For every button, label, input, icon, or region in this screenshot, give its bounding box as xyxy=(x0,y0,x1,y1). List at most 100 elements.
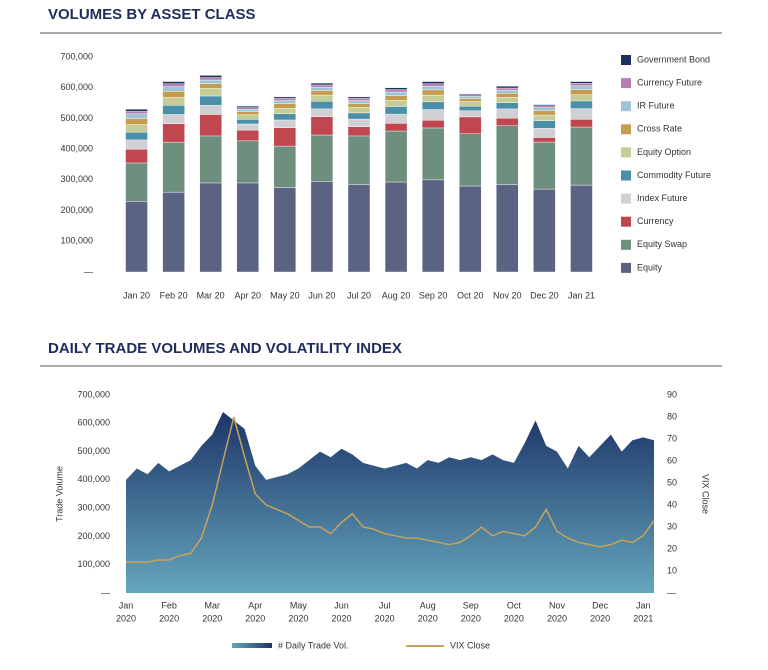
y-tick-label: 700,000 xyxy=(77,389,110,399)
x-tick-year: 2020 xyxy=(202,613,222,623)
bar-segment xyxy=(199,88,222,97)
bar-segment xyxy=(533,137,556,143)
bar-segment xyxy=(421,85,445,91)
bar-segment xyxy=(310,116,334,136)
bar-segment xyxy=(496,89,519,94)
bar-segment xyxy=(162,114,185,124)
bar-segment xyxy=(533,141,556,190)
bar-segment xyxy=(459,185,482,273)
x-tick-label: Apr 20 xyxy=(235,290,262,300)
bar-segment xyxy=(421,94,445,103)
bar-segment xyxy=(236,129,259,142)
legend-label: Index Future xyxy=(637,193,688,203)
legend-label: Equity xyxy=(637,262,663,272)
x-tick-label: Jan 20 xyxy=(123,290,150,300)
legend-swatch xyxy=(621,216,631,227)
bar-segment xyxy=(347,103,371,108)
y-tick-label: 600,000 xyxy=(60,82,93,92)
legend-swatch xyxy=(621,78,631,89)
vix-line xyxy=(126,416,655,563)
bar-segment xyxy=(384,95,408,101)
x-tick-year: 2020 xyxy=(116,613,136,623)
x-tick-label: Dec xyxy=(592,600,609,610)
x-tick-year: 2020 xyxy=(590,613,610,623)
bar-segment xyxy=(496,97,519,103)
chart-title: DAILY TRADE VOLUMES AND VOLATILITY INDEX xyxy=(48,340,402,357)
legend-label: Equity Swap xyxy=(637,239,687,249)
x-tick-label: Aug 20 xyxy=(382,290,411,300)
bar-segment xyxy=(384,89,408,93)
bar-segment xyxy=(459,96,482,99)
y-tick-label: 200,000 xyxy=(60,205,93,215)
bar-segment xyxy=(310,181,334,273)
bar-segment xyxy=(310,87,334,91)
x-tick-label: Feb 20 xyxy=(160,290,188,300)
bar-segment xyxy=(236,105,259,108)
bar-segment xyxy=(533,128,556,138)
y-tick-label: 500,000 xyxy=(60,113,93,123)
bar-segment xyxy=(496,93,519,98)
bar-segment xyxy=(384,100,408,107)
bar-segment xyxy=(162,97,185,106)
bar-segment xyxy=(459,110,482,118)
x-tick-label: Nov xyxy=(549,600,566,610)
bar-segment xyxy=(570,81,593,84)
bar-segment xyxy=(125,111,148,115)
y-tick-label: 300,000 xyxy=(60,174,93,184)
bar-segment xyxy=(421,109,445,121)
bar-segment xyxy=(199,77,222,81)
x-tick-label: Apr xyxy=(248,600,262,610)
bar-segment xyxy=(162,191,185,273)
x-tick-label: Mar xyxy=(204,600,220,610)
bar-segment xyxy=(310,90,334,96)
bar-segment xyxy=(273,103,297,109)
bar-segment xyxy=(162,141,185,193)
x-tick-label: Sep 20 xyxy=(419,290,448,300)
bar-segment xyxy=(347,96,371,99)
legend-swatch xyxy=(621,239,631,250)
legend-label: Currency xyxy=(637,216,674,226)
bar-segment xyxy=(421,81,445,84)
bar-segment xyxy=(533,114,556,121)
x-tick-year: 2020 xyxy=(245,613,265,623)
bar-segment xyxy=(273,119,297,128)
y2-tick-label: 90 xyxy=(667,389,677,399)
x-tick-label: Mar 20 xyxy=(197,290,225,300)
bar-segment xyxy=(162,123,185,143)
legend-label: Cross Rate xyxy=(637,124,682,134)
bar-segment xyxy=(199,75,222,78)
bar-segment xyxy=(310,94,334,102)
x-tick-label: Sep xyxy=(463,600,479,610)
y2-tick-label: 80 xyxy=(667,411,677,421)
legend-swatch xyxy=(621,170,631,181)
bar-segment xyxy=(162,83,185,87)
bar-segment xyxy=(199,79,222,84)
legend-label: Equity Option xyxy=(637,147,691,157)
bar-segment xyxy=(347,135,371,185)
legend-swatch xyxy=(621,55,631,65)
bar-segment xyxy=(533,188,556,273)
legend-label: Commodity Future xyxy=(637,170,711,180)
bar-segment xyxy=(533,110,556,116)
bar-segment xyxy=(384,113,408,124)
y-tick-label: 400,000 xyxy=(60,144,93,154)
y-tick-label: 500,000 xyxy=(77,446,110,456)
bar-segment xyxy=(125,132,148,141)
x-tick-year: 2020 xyxy=(331,613,351,623)
legend-swatch xyxy=(621,124,631,135)
bar-segment xyxy=(570,108,593,120)
x-tick-label: Dec 20 xyxy=(530,290,559,300)
chart-title: VOLUMES BY ASSET CLASS xyxy=(48,6,256,23)
bar-segment xyxy=(421,89,445,96)
bar-segment xyxy=(496,102,519,110)
legend-swatch xyxy=(232,643,272,648)
x-tick-label: Feb xyxy=(161,600,177,610)
bar-segment xyxy=(162,91,185,98)
bar-segment xyxy=(570,126,593,186)
x-tick-label: Oct 20 xyxy=(457,290,484,300)
bar-segment xyxy=(236,109,259,112)
x-tick-year: 2020 xyxy=(547,613,567,623)
bar-segment xyxy=(273,145,297,188)
x-tick-label: Jun 20 xyxy=(308,290,335,300)
